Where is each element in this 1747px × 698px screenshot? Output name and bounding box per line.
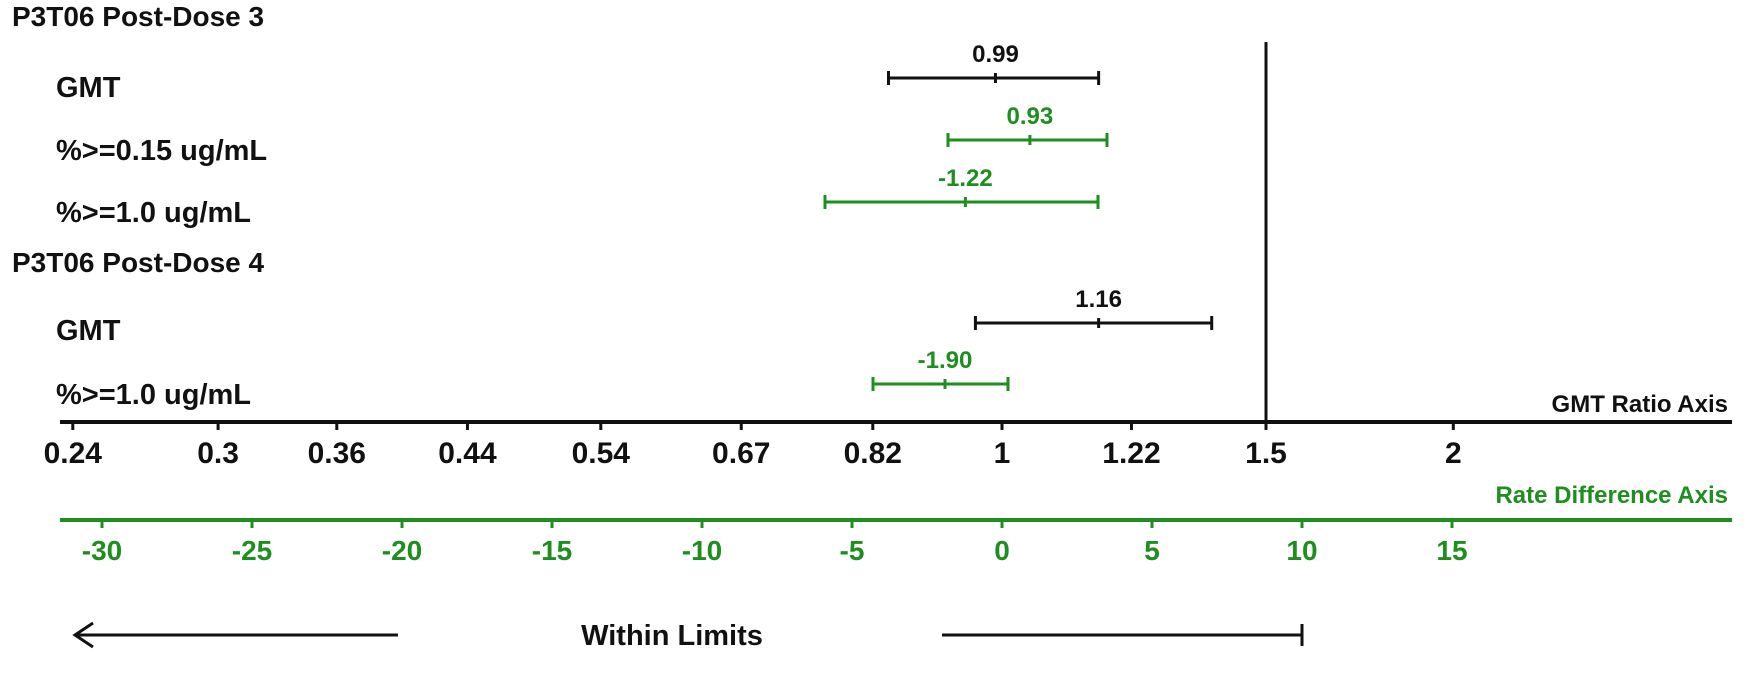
confidence-intervals: 0.99 0.93 -1.22 1.16 -1.90 — [823, 41, 1214, 391]
row-label: %>=1.0 ug/mL — [56, 197, 251, 229]
rate-tick-label: -15 — [532, 535, 572, 566]
gmt-tick-label: 1 — [994, 437, 1011, 470]
gmt-tick-label: 0.54 — [572, 437, 631, 470]
rate-tick-label: -25 — [232, 535, 272, 566]
gmt-tick-label: 1.22 — [1102, 437, 1160, 470]
within-limits-indicator: Within Limits — [72, 620, 1304, 652]
gmt-tick-label: 0.3 — [197, 437, 239, 470]
rate-tick-label: 0 — [994, 535, 1010, 566]
row-label: GMT — [56, 315, 121, 347]
row-label: %>=1.0 ug/mL — [56, 379, 251, 411]
row-labels: P3T06 Post-Dose 3 GMT %>=0.15 ug/mL %>=1.0 … — [12, 1, 267, 411]
rate-axis-title: Rate Difference Axis — [1495, 482, 1728, 509]
rate-tick-label: -5 — [840, 535, 865, 566]
group-label: P3T06 Post-Dose 3 — [12, 1, 264, 32]
gmt-tick-label: 0.82 — [844, 437, 902, 470]
axes: GMT Ratio Axis 0.24 0.3 0.36 0.44 0.54 0.67 0.8… — [44, 42, 1732, 566]
gmt-tick-label: 0.24 — [44, 437, 103, 470]
value-label: 0.93 — [1007, 103, 1054, 130]
gmt-axis-title: GMT Ratio Axis — [1552, 391, 1728, 418]
gmt-tick-label: 2 — [1445, 437, 1462, 470]
gmt-tick-label: 0.44 — [438, 437, 497, 470]
gmt-tick-label: 1.5 — [1245, 437, 1287, 470]
row-label: GMT — [56, 72, 121, 104]
rate-tick-label: -30 — [82, 535, 122, 566]
rate-tick-label: -20 — [382, 535, 422, 566]
value-label: 0.99 — [972, 41, 1019, 68]
within-limits-left-arrowhead — [72, 621, 94, 649]
rate-tick-label: 10 — [1286, 535, 1317, 566]
rate-tick-label: 15 — [1436, 535, 1467, 566]
value-label: -1.22 — [938, 165, 993, 192]
rate-tick-label: -10 — [682, 535, 722, 566]
value-label: -1.90 — [918, 347, 973, 374]
rate-tick-label: 5 — [1144, 535, 1160, 566]
gmt-tick-label: 0.67 — [712, 437, 770, 470]
row-label: %>=0.15 ug/mL — [56, 135, 267, 167]
within-limits-label: Within Limits — [581, 620, 763, 652]
gmt-tick-label: 0.36 — [308, 437, 366, 470]
group-label: P3T06 Post-Dose 4 — [12, 247, 265, 278]
value-label: 1.16 — [1075, 286, 1122, 313]
